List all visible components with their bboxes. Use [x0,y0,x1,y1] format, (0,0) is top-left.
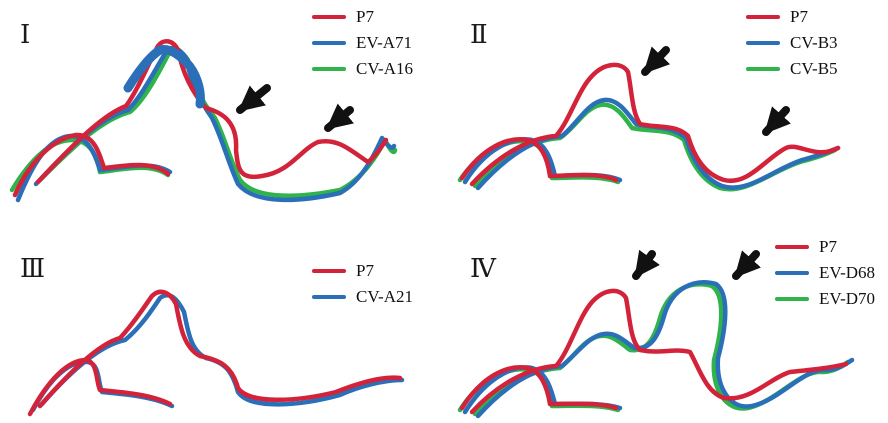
legend-swatch-green [775,297,809,301]
panel-2-arrow-1 [641,46,671,76]
legend-item: CV-B5 [746,56,838,82]
legend-item: EV-A71 [312,30,413,56]
legend-item: CV-A16 [312,56,413,82]
legend-label: P7 [819,237,837,256]
panel-2-legend: P7 CV-B3 CV-B5 [746,4,838,82]
legend-label: EV-D68 [819,263,876,282]
legend-item: CV-B3 [746,30,838,56]
panel-4-structures [457,249,855,419]
legend-swatch-blue [775,271,809,275]
panel-4-label: Ⅳ [470,254,496,283]
legend-item: P7 [312,4,413,30]
legend-item: P7 [775,234,875,260]
panel-1-arrow-1 [236,84,271,114]
legend-swatch-blue [312,41,346,45]
panel-2-label: Ⅱ [470,20,488,49]
legend-swatch-red [746,15,780,19]
legend-swatch-green [312,67,346,71]
legend-item: P7 [746,4,838,30]
legend-label: CV-A21 [356,287,413,306]
panel-1-arrow-2 [324,103,354,132]
legend-swatch-blue [312,295,346,299]
legend-swatch-red [312,269,346,273]
panel-1-legend: P7 EV-A71 CV-A16 [312,4,413,82]
legend-label: EV-D70 [819,289,876,308]
panel-1-red-trace [12,39,389,198]
legend-item: P7 [312,258,413,284]
panel-3-structures [27,289,405,417]
panel-4-arrow-2 [732,250,761,280]
panel-3-red-trace [27,289,403,417]
legend-label: CV-A16 [356,59,413,78]
panel-3-legend: P7 CV-A21 [312,258,413,310]
legend-item: CV-A21 [312,284,413,310]
legend-label: EV-A71 [356,33,413,52]
panel-4-arrow-1 [632,249,660,280]
legend-swatch-red [775,245,809,249]
panel-1-label: Ⅰ [20,20,31,49]
panel-4-red-trace [459,288,849,415]
panel-1-helix [123,45,205,109]
legend-label: P7 [356,7,374,26]
legend-label: P7 [790,7,808,26]
legend-swatch-green [746,67,780,71]
legend-swatch-red [312,15,346,19]
legend-item: EV-D70 [775,286,875,312]
legend-label: P7 [356,261,374,280]
legend-item: EV-D68 [775,260,875,286]
panel-3-blue-trace [30,292,405,413]
panel-2-structures [457,46,841,192]
legend-label: CV-B5 [790,59,838,78]
panel-1-structures [9,39,398,203]
panel-2-arrow-2 [762,106,791,136]
panel-4-legend: P7 EV-D68 EV-D70 [775,234,875,312]
legend-swatch-blue [746,41,780,45]
panel-2-red-trace [459,62,841,187]
legend-label: CV-B3 [790,33,838,52]
panel-3-label: Ⅲ [20,254,46,283]
